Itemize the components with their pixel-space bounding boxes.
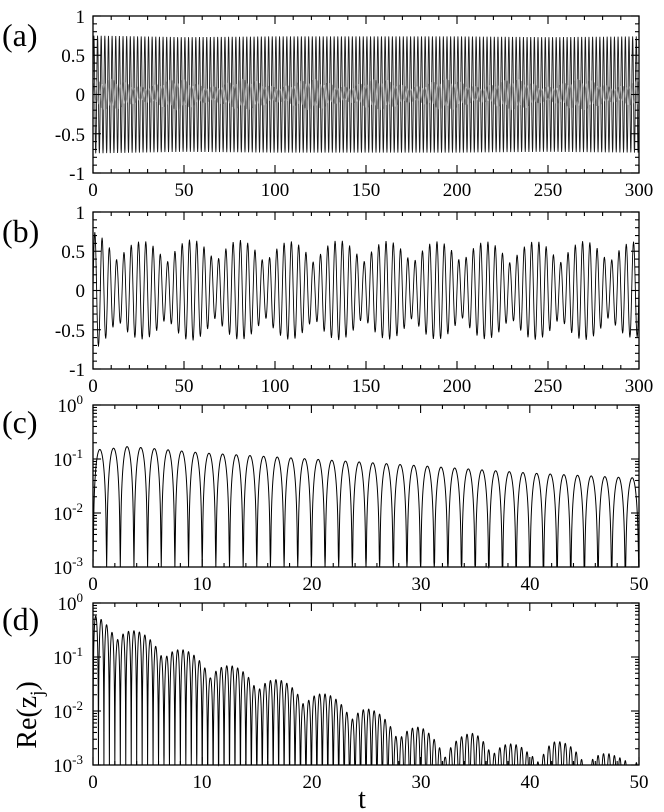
x-tick-label: 50 bbox=[630, 772, 649, 793]
x-tick-label: 300 bbox=[625, 376, 654, 397]
y-tick-label: 1 bbox=[76, 7, 86, 28]
panel-b-label: (b) bbox=[2, 213, 39, 249]
panel-b: (b) 0 50 100 150 200 250 300 -1 -0.5 0 0… bbox=[2, 203, 653, 397]
panel-c-ticks bbox=[92, 404, 640, 568]
y-tick-label: 10-2 bbox=[53, 500, 83, 525]
panel-c-frame bbox=[92, 404, 640, 568]
series-trace bbox=[92, 615, 639, 767]
tick-base: 10 bbox=[53, 558, 72, 579]
panel-c: (c) 0 10 20 30 40 50 10-3 10-2 10-1 100 bbox=[2, 392, 649, 595]
tick-exponent: -3 bbox=[72, 752, 83, 767]
x-tick-label: 20 bbox=[303, 574, 322, 595]
panel-d-plot-area bbox=[92, 615, 639, 767]
panel-a-y-tick-labels: -1 -0.5 0 0.5 1 bbox=[55, 7, 85, 185]
tick-base: 10 bbox=[53, 450, 72, 471]
tick-base: 10 bbox=[53, 504, 72, 525]
x-tick-label: 100 bbox=[261, 180, 290, 201]
series-trace bbox=[92, 232, 640, 347]
panel-a: (a) 0 50 100 150 200 250 300 -1 -0.5 0 0… bbox=[2, 7, 653, 201]
tick-exponent: 0 bbox=[77, 392, 84, 407]
x-tick-label: 30 bbox=[412, 772, 431, 793]
x-tick-label: 0 bbox=[88, 180, 98, 201]
y-tick-label: 10-3 bbox=[53, 752, 83, 777]
x-tick-label: 200 bbox=[443, 180, 472, 201]
tick-base: 10 bbox=[53, 702, 72, 723]
panel-d-y-tick-labels: 10-3 10-2 10-1 100 bbox=[53, 590, 83, 777]
y-tick-label: 0.5 bbox=[61, 242, 85, 263]
y-tick-label: 10-3 bbox=[53, 554, 83, 579]
tick-exponent: -3 bbox=[72, 554, 83, 569]
y-axis-title-subscript: j bbox=[27, 691, 48, 697]
series-trace bbox=[92, 35, 640, 154]
panel-b-ticks bbox=[92, 211, 640, 370]
tick-exponent: 0 bbox=[77, 590, 84, 605]
panel-d-frame bbox=[92, 602, 640, 766]
y-tick-label: 0 bbox=[76, 281, 86, 302]
x-tick-label: 40 bbox=[521, 772, 540, 793]
x-tick-label: 0 bbox=[88, 772, 98, 793]
x-tick-label: 30 bbox=[412, 574, 431, 595]
x-tick-label: 10 bbox=[193, 772, 212, 793]
x-tick-label: 300 bbox=[625, 180, 654, 201]
y-tick-label: -1 bbox=[69, 360, 85, 381]
x-tick-label: 50 bbox=[175, 180, 194, 201]
y-tick-label: 1 bbox=[76, 203, 86, 224]
panel-c-label: (c) bbox=[2, 404, 38, 440]
y-axis-title-close: ) bbox=[12, 681, 43, 690]
x-tick-label: 150 bbox=[352, 180, 381, 201]
y-tick-label: 10-1 bbox=[53, 446, 83, 471]
panel-a-plot-area bbox=[92, 35, 640, 154]
panel-c-x-tick-labels: 0 10 20 30 40 50 bbox=[88, 574, 648, 595]
tick-base: 10 bbox=[58, 396, 77, 417]
tick-base: 10 bbox=[58, 594, 77, 615]
panel-a-ticks bbox=[92, 15, 640, 174]
x-axis-title: t bbox=[358, 784, 366, 812]
x-tick-label: 0 bbox=[88, 574, 98, 595]
y-tick-label: 100 bbox=[58, 392, 84, 417]
panel-a-x-tick-labels: 0 50 100 150 200 250 300 bbox=[88, 180, 653, 201]
x-tick-label: 20 bbox=[303, 772, 322, 793]
panel-d: (d) 0 10 20 30 40 50 10-3 10-2 10-1 100 bbox=[2, 590, 649, 793]
x-tick-label: 50 bbox=[630, 574, 649, 595]
y-tick-label: -0.5 bbox=[55, 321, 85, 342]
y-tick-label: 10-2 bbox=[53, 698, 83, 723]
panel-d-x-tick-labels: 0 10 20 30 40 50 bbox=[88, 772, 648, 793]
y-tick-label: 10-1 bbox=[53, 644, 83, 669]
x-tick-label: 250 bbox=[534, 376, 563, 397]
panel-b-x-tick-labels: 0 50 100 150 200 250 300 bbox=[88, 376, 653, 397]
y-tick-label: 0 bbox=[76, 85, 86, 106]
tick-base: 10 bbox=[53, 648, 72, 669]
series-trace bbox=[92, 446, 640, 569]
tick-exponent: -2 bbox=[72, 698, 83, 713]
tick-exponent: -1 bbox=[72, 644, 83, 659]
tick-base: 10 bbox=[53, 756, 72, 777]
x-tick-label: 150 bbox=[352, 376, 381, 397]
y-axis-title-main: Re(z bbox=[12, 696, 43, 749]
x-tick-label: 40 bbox=[521, 574, 540, 595]
x-tick-label: 10 bbox=[193, 574, 212, 595]
panel-d-label: (d) bbox=[2, 601, 39, 637]
panel-a-label: (a) bbox=[2, 17, 38, 53]
panel-d-ticks bbox=[92, 602, 640, 766]
panel-b-plot-area bbox=[92, 232, 640, 347]
x-tick-label: 0 bbox=[88, 376, 98, 397]
panel-b-y-tick-labels: -1 -0.5 0 0.5 1 bbox=[55, 203, 85, 381]
y-tick-label: -1 bbox=[69, 164, 85, 185]
x-tick-label: 250 bbox=[534, 180, 563, 201]
x-tick-label: 50 bbox=[175, 376, 194, 397]
x-tick-label: 100 bbox=[261, 376, 290, 397]
panel-c-plot-area bbox=[92, 446, 640, 569]
y-tick-label: -0.5 bbox=[55, 125, 85, 146]
tick-exponent: -2 bbox=[72, 500, 83, 515]
series-trace-overlay bbox=[92, 78, 640, 111]
panel-c-y-tick-labels: 10-3 10-2 10-1 100 bbox=[53, 392, 83, 579]
y-axis-title: Re(zj) bbox=[12, 681, 48, 748]
y-tick-label: 100 bbox=[58, 590, 84, 615]
tick-exponent: -1 bbox=[72, 446, 83, 461]
y-tick-label: 0.5 bbox=[61, 46, 85, 67]
x-tick-label: 200 bbox=[443, 376, 472, 397]
